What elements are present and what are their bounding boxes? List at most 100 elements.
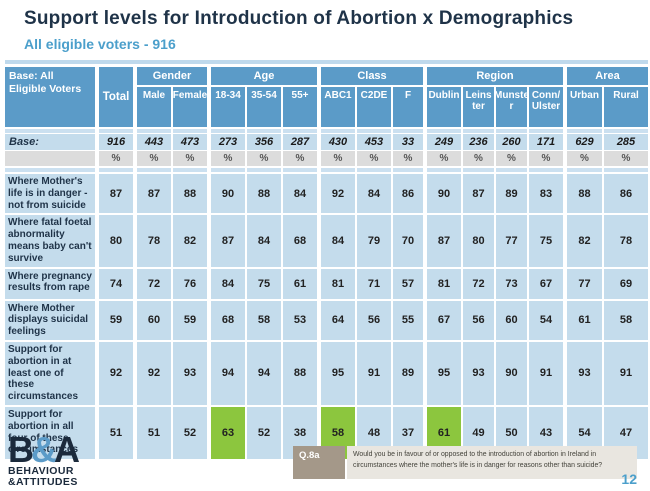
col-header: F (393, 87, 423, 127)
divider-cell (283, 168, 317, 172)
divider-cell (604, 168, 648, 172)
data-cell: 89 (393, 341, 423, 405)
row-label: Where fatal foetal abnormality means bab… (5, 215, 95, 267)
table-row: Where Mother displays suicidal feelings 5… (5, 300, 650, 340)
data-cell: 59 (173, 300, 207, 340)
data-cell: 94 (211, 341, 245, 405)
data-cell: 91 (357, 341, 391, 405)
data-cell: 88 (247, 174, 281, 214)
divider-cell (99, 168, 133, 172)
logo-monogram: B&A (8, 432, 128, 468)
data-cell: 61 (283, 268, 317, 299)
data-cell: 75 (529, 215, 563, 267)
base-label: Base: (5, 134, 95, 150)
logo-ampersand-icon: & (31, 429, 57, 471)
group-label: Region (427, 67, 563, 85)
data-cell: 90 (211, 174, 245, 214)
divider-cell (427, 129, 461, 133)
table-top-border (5, 60, 648, 64)
data-cell: 67 (529, 268, 563, 299)
data-cell: 72 (137, 268, 171, 299)
col-header: 55+ (283, 87, 317, 127)
divider-cell (5, 129, 95, 133)
col-header: Leins ter (463, 87, 494, 127)
data-cell: 83 (529, 174, 563, 214)
data-cell: 58 (247, 300, 281, 340)
base-value: 629 (567, 134, 602, 150)
divider-cell (357, 168, 391, 172)
percent-cell: % (463, 151, 494, 166)
percent-label-cell (5, 151, 95, 166)
percent-cell: % (137, 151, 171, 166)
divider-cell (496, 129, 527, 133)
base-value: 171 (529, 134, 563, 150)
column-group: Region Dublin Leins ter Munste r Conn/ Ulste… (427, 67, 563, 127)
data-cell: 77 (567, 268, 602, 299)
group-label: Area (567, 67, 648, 85)
base-value: 453 (357, 134, 391, 150)
base-value: 273 (211, 134, 245, 150)
data-cell: 75 (247, 268, 281, 299)
data-cell: 79 (357, 215, 391, 267)
data-cell: 53 (283, 300, 317, 340)
data-cell: 76 (173, 268, 207, 299)
column-group: Class ABC1 C2DE F (321, 67, 423, 127)
divider-cell (173, 129, 207, 133)
col-header: Munste r (494, 87, 529, 127)
data-cell: 91 (604, 341, 648, 405)
table-row: Support for abortion in at least one of … (5, 341, 650, 405)
base-value: 916 (99, 134, 133, 150)
col-header: Urban (567, 87, 602, 127)
divider-cell (604, 129, 648, 133)
col-header: Male (137, 87, 171, 127)
data-cell: 87 (99, 174, 133, 214)
data-cell: 80 (99, 215, 133, 267)
divider-cell (321, 129, 355, 133)
col-header: 35-54 (247, 87, 281, 127)
group-label: Class (321, 67, 423, 85)
percent-cell: % (173, 151, 207, 166)
divider-cell (427, 168, 461, 172)
data-cell: 72 (463, 268, 494, 299)
data-cell: 89 (496, 174, 527, 214)
divider-cell (567, 168, 602, 172)
base-value: 249 (427, 134, 461, 150)
base-row: Base: 916 443 473 273 356 287 430 453 33 249 236 260… (5, 134, 650, 150)
table-divider (5, 129, 650, 133)
group-label: Gender (137, 67, 207, 85)
data-cell: 73 (496, 268, 527, 299)
col-header: ABC1 (321, 87, 355, 127)
data-cell: 82 (567, 215, 602, 267)
row-label: Where Mother's life is in danger - not f… (5, 174, 95, 214)
data-cell: 56 (357, 300, 391, 340)
data-cell: 93 (463, 341, 494, 405)
data-cell: 95 (321, 341, 355, 405)
data-cell: 87 (137, 174, 171, 214)
table-row: Where fatal foetal abnormality means bab… (5, 215, 650, 267)
data-cell: 71 (357, 268, 391, 299)
slide-footer: B&A BEHAVIOUR &ATTITUDES Q.8a Would you … (0, 427, 650, 491)
data-cell: 55 (393, 300, 423, 340)
base-value: 473 (173, 134, 207, 150)
percent-cell: % (283, 151, 317, 166)
divider-cell (529, 129, 563, 133)
data-cell: 52 (173, 406, 207, 459)
divider-cell (393, 168, 423, 172)
data-cell: 93 (173, 341, 207, 405)
divider-cell (283, 129, 317, 133)
base-value: 356 (247, 134, 281, 150)
data-cell: 54 (529, 300, 563, 340)
data-cell: 74 (99, 268, 133, 299)
data-cell: 91 (529, 341, 563, 405)
percent-cell: % (211, 151, 245, 166)
page-number: 12 (621, 471, 637, 487)
divider-cell (211, 168, 245, 172)
percent-cell: % (427, 151, 461, 166)
data-cell: 59 (99, 300, 133, 340)
table-row: Where Mother's life is in danger - not f… (5, 174, 650, 214)
data-cell: 84 (357, 174, 391, 214)
col-header: Female (173, 87, 207, 127)
divider-cell (5, 168, 95, 172)
divider-cell (247, 168, 281, 172)
